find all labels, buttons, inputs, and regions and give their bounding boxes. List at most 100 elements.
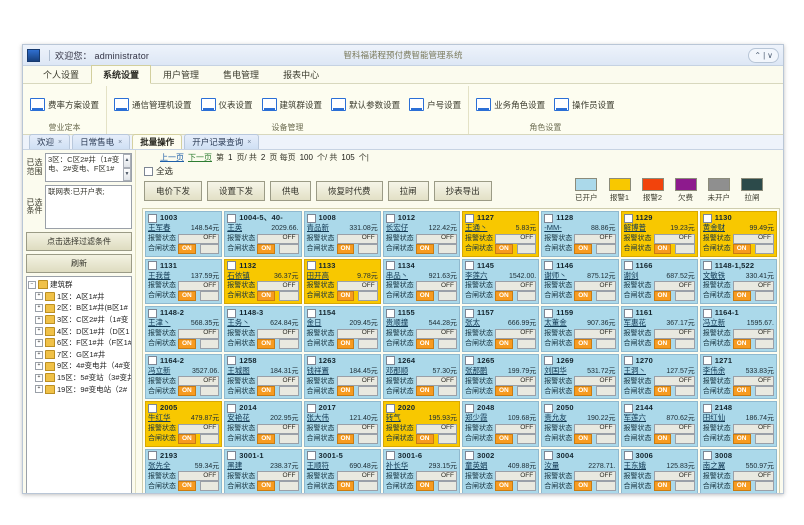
tree-item[interactable]: +9区：4#变电井（4#变 [28,360,130,372]
meter-card-checkbox[interactable] [148,356,157,366]
meter-card-owner[interactable]: 王通丶 [465,223,488,233]
meter-card-checkbox[interactable] [465,213,474,223]
meter-card-checkbox[interactable] [148,308,157,318]
doc-tab-daily-sales[interactable]: 日常售电 × [72,134,131,149]
meter-card-checkbox[interactable] [623,213,633,223]
meter-card-owner[interactable]: 李伟余 [702,365,726,375]
scroll-spinner[interactable]: ▲ ▼ [123,154,131,181]
meter-card-checkbox[interactable] [227,451,237,461]
close-icon[interactable]: × [247,138,252,146]
expand-icon[interactable]: + [35,350,43,359]
doc-tab-account-records[interactable]: 开户记录查询 × [184,134,260,149]
meter-card-owner[interactable]: 邓那顺 [385,365,409,375]
meter-card[interactable]: 1264 邓那顺 57.30元 报警状态 OFF 合闸状态 ON [382,353,460,400]
meter-card[interactable]: 1161 军惠花 367.17元 报警状态 OFF 合闸状态 ON [620,306,698,352]
meter-card[interactable]: 1166 谢剑 687.52元 报警状态 OFF 合闸状态 ON [620,258,698,305]
meter-card-checkbox[interactable] [465,308,474,318]
window-controls[interactable]: ⌃ | ∨ [748,47,779,63]
meter-card-owner[interactable]: 王顺符 [306,460,330,470]
meter-card-checkbox[interactable] [148,213,157,223]
meter-card-owner[interactable]: 张先全 [148,460,171,470]
meter-card-checkbox[interactable] [623,403,633,413]
select-all-checkbox[interactable] [144,166,153,176]
select-filter-button[interactable]: 点击选择过滤条件 [26,232,132,251]
meter-card[interactable]: 1146 谢师丶 875.12元 报警状态 OFF 合闸状态 ON [541,258,619,305]
meter-card-checkbox[interactable] [702,213,712,223]
meter-card-owner[interactable]: 解博普 [623,223,647,233]
meter-card-owner[interactable]: 刘国华 [544,365,567,375]
meter-card[interactable]: 1134 串品丶 921.63元 报警状态 OFF 合闸状态 ON [382,258,460,305]
chevron-down-icon[interactable]: ▼ [123,167,131,181]
meter-card-checkbox[interactable] [623,356,633,366]
restore-fee-button[interactable]: 恢复时代费 [316,180,383,201]
power-supply-button[interactable]: 供电 [270,180,312,201]
meter-card-checkbox[interactable] [148,451,157,461]
tree-item[interactable]: +7区：G区1#井 [28,349,130,361]
meter-card-owner[interactable]: 郑少霞 [465,413,488,423]
meter-card[interactable]: 1269 刘国华 531.72元 报警状态 OFF 合闸状态 ON [541,353,619,400]
meter-card-owner[interactable]: 田开高 [306,270,330,280]
meter-card[interactable]: 2005 牛红华 479.87元 报警状态 OFF 合闸状态 ON [145,401,223,447]
meter-card-owner[interactable]: 钱祥置 [306,365,330,375]
meter-card-checkbox[interactable] [306,308,316,318]
meter-card[interactable]: 3006 王东娥 125.83元 报警状态 OFF 合闸状态 ON [620,448,698,493]
meter-card[interactable]: 3002 童英娟 409.88元 报警状态 OFF 合闸状态 ON [462,448,540,493]
meter-card[interactable]: 2017 张大伟 121.40元 报警状态 OFF 合闸状态 ON [303,401,381,447]
meter-card-checkbox[interactable] [385,213,395,223]
meter-card[interactable]: 2020 转气 195.93元 报警状态 OFF 合闸状态 ON [382,401,460,447]
meter-card[interactable]: 1128 -MM- 88.86元 报警状态 OFF 合闸状态 ON [541,211,619,257]
export-readings-button[interactable]: 抄表导出 [433,180,492,201]
meter-card[interactable]: 1004-5、40- 王英 2029.66. 报警状态 OFF 合闸状态 ON [224,211,302,257]
ribbon-button-business-role[interactable]: 业务角色设置 [476,98,545,111]
meter-card-owner[interactable]: 军莲六 [623,413,647,423]
meter-card-owner[interactable]: 石依镇 [227,270,250,280]
expand-icon[interactable]: + [35,338,43,347]
meter-card-owner[interactable]: 补长华 [385,460,409,470]
meter-card-owner[interactable]: 王务丶 [227,318,250,328]
meter-card-checkbox[interactable] [227,308,237,318]
chevron-up-icon[interactable]: ▲ [123,154,131,168]
meter-card[interactable]: 1155 贵顺撞 544.28元 报警状态 OFF 合闸状态 ON [382,306,460,352]
meter-card-checkbox[interactable] [544,308,554,318]
meter-card[interactable]: 1008 青品新 331.08元 报警状态 OFF 合闸状态 ON [303,211,381,257]
expand-icon[interactable]: − [28,280,36,289]
meter-card-owner[interactable]: 王洞丶 [623,365,647,375]
meter-card[interactable]: 1132 石依镇 36.37元 报警状态 OFF 合闸状态 ON [224,258,302,305]
meter-card[interactable]: 2050 贵允友 190.22元 报警状态 OFF 合闸状态 ON [541,401,619,447]
prev-page-link[interactable]: 上一页 [160,153,184,162]
meter-card-checkbox[interactable] [702,403,712,413]
meter-card-checkbox[interactable] [306,356,316,366]
ribbon-button-building-group[interactable]: 建筑群设置 [261,98,322,111]
meter-card-owner[interactable]: 张太 [465,318,480,328]
meter-card[interactable]: 1148-2 王津丶 568.35元 报警状态 OFF 合闸状态 ON [145,306,223,352]
meter-card[interactable]: 1003 王军春 148.54元 报警状态 OFF 合闸状态 ON [145,211,223,257]
close-icon[interactable]: × [58,138,63,146]
tree-item[interactable]: +4区：D区1#井（D区1 [28,326,130,338]
meter-card[interactable]: 1258 王城图 184.31元 报警状态 OFF 合闸状态 ON [224,353,302,400]
next-page-link[interactable]: 下一页 [188,153,212,162]
expand-icon[interactable]: + [35,373,43,382]
tree-item[interactable]: +6区：F区1#井（F区1# [28,337,131,349]
meter-card-owner[interactable]: 王英 [227,223,243,233]
meter-card-owner[interactable]: 贵顺撞 [385,318,409,328]
meter-card-owner[interactable]: 汝量 [544,460,560,470]
trip-switch-button[interactable]: 拉闸 [387,180,429,201]
meter-card-owner[interactable]: 转气 [385,413,401,423]
meter-card-checkbox[interactable] [306,213,316,223]
meter-card-checkbox[interactable] [544,356,554,366]
tree-item[interactable]: +15区：5#变站（3#变井 [28,372,131,384]
meter-card-owner[interactable]: 黄金财 [702,223,726,233]
meter-card[interactable]: 1130 黄金财 99.49元 报警状态 OFF 合闸状态 ON [699,211,777,257]
meter-card-owner[interactable]: 王城图 [227,365,250,375]
meter-card-owner[interactable]: 安艳花 [227,413,250,423]
expand-icon[interactable]: + [35,315,43,324]
expand-icon[interactable]: + [35,362,43,371]
meter-card[interactable]: 3008 南之翼 550.97元 报警状态 OFF 合闸状态 ON [699,448,777,493]
meter-card-checkbox[interactable] [227,356,237,366]
meter-card[interactable]: 2148 田红仙 186.74元 报警状态 OFF 合闸状态 ON [699,401,777,447]
doc-tab-welcome[interactable]: 欢迎 × [29,134,71,149]
close-icon[interactable]: × [118,138,123,146]
meter-card-checkbox[interactable] [544,451,554,461]
meter-card[interactable]: 1129 解博普 19.23元 报警状态 OFF 合闸状态 ON [620,211,698,257]
ribbon-button-comm-manager[interactable]: 通信管理机设置 [114,98,192,111]
